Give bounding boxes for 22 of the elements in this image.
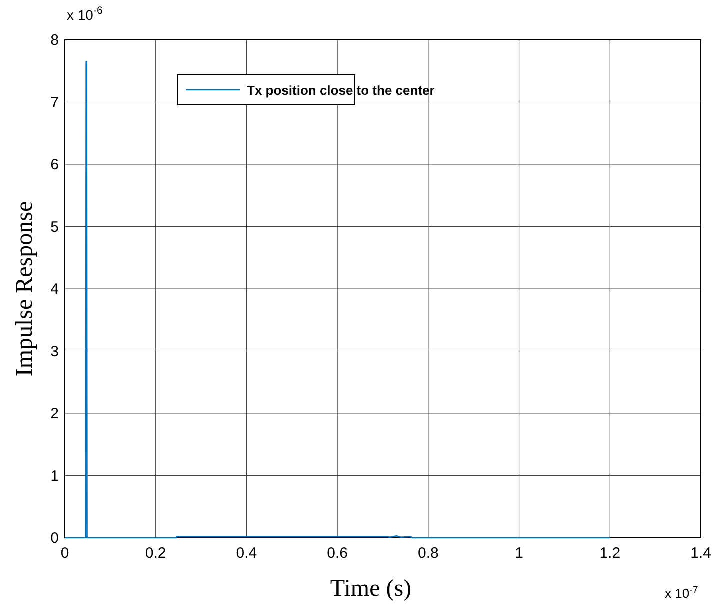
y-tick-label: 8 (50, 32, 59, 49)
x-tick-label: 0.8 (418, 545, 439, 562)
x-tick-label: 1.2 (600, 545, 621, 562)
x-tick-label: 0.4 (236, 545, 258, 562)
x-tick-label: 0.2 (145, 545, 166, 562)
y-tick-label: 0 (50, 530, 59, 547)
text: x 10$^{-7}$ (665, 584, 698, 601)
y-tick-label: 7 (50, 94, 59, 112)
x-tick-label: 1 (515, 545, 524, 562)
y-tick-label: 3 (50, 343, 59, 360)
y-tick-label: 4 (50, 281, 59, 298)
y-tick-label: 6 (50, 156, 59, 174)
y-axis-title: Impulse Response (12, 201, 38, 377)
x-tick-label: 0.6 (327, 545, 348, 562)
y-tick-label: 2 (50, 406, 59, 422)
line-series (64, 61, 611, 539)
y-tick-label: 5 (50, 218, 59, 236)
y-tick-label: 1 (50, 468, 59, 485)
x-tick-label: 1.4 (690, 545, 712, 562)
text: x 10$^{-6}$ (67, 5, 103, 23)
legend-label: Tx position close to the center (247, 83, 435, 98)
x-axis-title: Time (s) (330, 576, 412, 602)
